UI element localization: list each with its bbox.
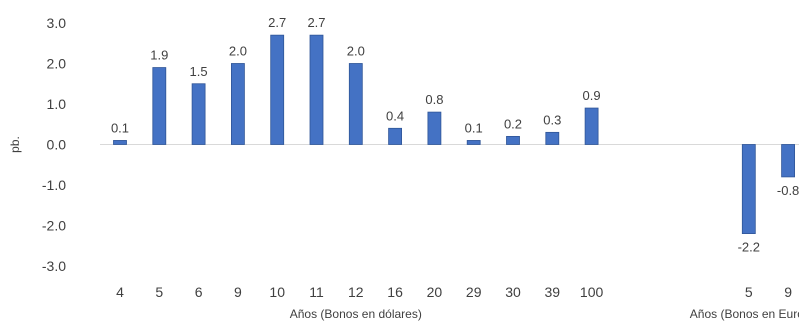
bar bbox=[506, 135, 520, 145]
x-tick-label: 5 bbox=[745, 284, 753, 300]
x-tick-label: 39 bbox=[545, 284, 561, 300]
data-label: 0.2 bbox=[504, 116, 522, 131]
y-axis-label: pb. bbox=[8, 136, 22, 153]
data-label: 0.1 bbox=[111, 120, 129, 135]
data-label: 0.8 bbox=[425, 92, 443, 107]
x-tick-label: 12 bbox=[348, 284, 364, 300]
x-tick-label: 9 bbox=[234, 284, 242, 300]
x-tick-label: 20 bbox=[427, 284, 443, 300]
data-label: 0.3 bbox=[543, 112, 561, 127]
x-tick-label: 100 bbox=[580, 284, 604, 300]
bar bbox=[466, 140, 481, 145]
y-tick-label: -3.0 bbox=[42, 258, 66, 274]
data-labels: 0.1 1.9 1.5 2.0 2.7 2.7 2.0 0.4 0.8 0.1 0.2 0.3 0.9 -… bbox=[111, 15, 799, 254]
data-label: 0.9 bbox=[583, 88, 601, 103]
bar bbox=[388, 127, 403, 145]
bar bbox=[191, 83, 206, 145]
y-tick-label: -2.0 bbox=[42, 218, 66, 234]
bar bbox=[741, 144, 756, 234]
bar bbox=[230, 63, 245, 145]
y-tick-label: -1.0 bbox=[42, 177, 66, 193]
data-label: 2.7 bbox=[307, 15, 325, 30]
x-tick-label: 30 bbox=[505, 284, 521, 300]
y-tick-label: 2.0 bbox=[47, 56, 67, 72]
x-tick-label: 29 bbox=[466, 284, 482, 300]
bar bbox=[113, 140, 127, 145]
y-tick-label: 0.0 bbox=[47, 137, 67, 153]
y-tick-label: 1.0 bbox=[47, 96, 67, 112]
bar bbox=[270, 34, 285, 145]
x-tick-label: 6 bbox=[195, 284, 203, 300]
bar bbox=[781, 144, 795, 178]
data-label: 2.0 bbox=[229, 44, 247, 59]
x-axis-label-dollar-bonds: Años (Bonos en dólares) bbox=[290, 307, 422, 321]
bars bbox=[113, 34, 795, 234]
x-tick-label: 5 bbox=[155, 284, 163, 300]
bar bbox=[309, 34, 324, 145]
data-label: 2.0 bbox=[347, 44, 365, 59]
bar bbox=[584, 107, 599, 145]
data-label: 1.5 bbox=[190, 64, 208, 79]
x-tick-label: 4 bbox=[116, 284, 124, 300]
data-label: -2.2 bbox=[738, 240, 760, 255]
bar bbox=[545, 131, 560, 145]
data-label: 0.4 bbox=[386, 108, 404, 123]
x-tick-label: 11 bbox=[309, 284, 324, 300]
x-tick-label: 9 bbox=[784, 284, 792, 300]
bar bbox=[152, 67, 167, 145]
bar bbox=[427, 111, 442, 145]
x-tick-labels: 456910111216202930391005912 bbox=[116, 284, 792, 300]
data-label: -0.8 bbox=[777, 183, 799, 198]
bar bbox=[348, 63, 363, 145]
x-tick-label: 16 bbox=[387, 284, 403, 300]
data-label: 0.1 bbox=[465, 120, 483, 135]
x-axis-label-euro-bonds: Años (Bonos en Euro bbox=[690, 307, 799, 321]
y-axis: 3.0 2.0 1.0 0.0 -1.0 -2.0 -3.0 bbox=[42, 15, 66, 274]
y-tick-label: 3.0 bbox=[47, 15, 67, 31]
x-tick-label: 10 bbox=[269, 284, 285, 300]
data-label: 2.7 bbox=[268, 15, 286, 30]
data-label: 1.9 bbox=[150, 48, 168, 63]
